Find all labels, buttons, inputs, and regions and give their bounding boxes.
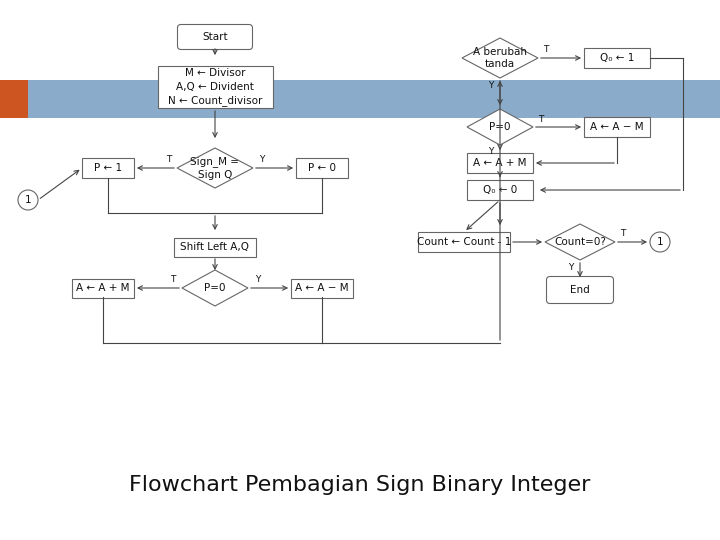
Text: P ← 1: P ← 1 <box>94 163 122 173</box>
FancyBboxPatch shape <box>584 48 650 68</box>
Text: Y: Y <box>488 147 494 157</box>
FancyBboxPatch shape <box>467 153 533 173</box>
Text: A ← A − M: A ← A − M <box>590 122 644 132</box>
Text: T: T <box>621 230 626 239</box>
Text: Y: Y <box>259 156 265 165</box>
Text: A ← A − M: A ← A − M <box>295 283 348 293</box>
FancyBboxPatch shape <box>178 24 253 50</box>
Text: Q₀ ← 1: Q₀ ← 1 <box>600 53 634 63</box>
Text: Count ← Count - 1: Count ← Count - 1 <box>417 237 511 247</box>
Text: 1: 1 <box>24 195 31 205</box>
FancyBboxPatch shape <box>0 80 28 118</box>
Text: A berubah
tanda: A berubah tanda <box>473 47 527 69</box>
FancyBboxPatch shape <box>72 279 134 298</box>
Text: Q₀ ← 0: Q₀ ← 0 <box>483 185 517 195</box>
Polygon shape <box>467 109 533 145</box>
Text: Start: Start <box>202 32 228 42</box>
FancyBboxPatch shape <box>82 158 134 178</box>
Text: A ← A + M: A ← A + M <box>473 158 527 168</box>
Polygon shape <box>462 38 538 78</box>
FancyBboxPatch shape <box>0 80 720 118</box>
FancyBboxPatch shape <box>584 117 650 137</box>
Text: End: End <box>570 285 590 295</box>
Text: Flowchart Pembagian Sign Binary Integer: Flowchart Pembagian Sign Binary Integer <box>130 475 590 495</box>
Text: T: T <box>171 275 176 285</box>
Polygon shape <box>545 224 615 260</box>
Text: Sign_M =
Sign Q: Sign_M = Sign Q <box>191 157 240 180</box>
Polygon shape <box>182 270 248 306</box>
Text: P=0: P=0 <box>204 283 226 293</box>
Text: Y: Y <box>568 264 574 273</box>
Circle shape <box>650 232 670 252</box>
Text: M ← Divisor
A,Q ← Divident
N ← Count_divisor: M ← Divisor A,Q ← Divident N ← Count_div… <box>168 69 262 106</box>
Text: Y: Y <box>256 275 261 285</box>
FancyBboxPatch shape <box>296 158 348 178</box>
Text: Y: Y <box>488 80 494 90</box>
Text: P ← 0: P ← 0 <box>308 163 336 173</box>
Text: Count=0?: Count=0? <box>554 237 606 247</box>
Text: A ← A + M: A ← A + M <box>76 283 130 293</box>
FancyBboxPatch shape <box>546 276 613 303</box>
Polygon shape <box>177 148 253 188</box>
FancyBboxPatch shape <box>467 180 533 200</box>
Text: 1: 1 <box>657 237 663 247</box>
Text: T: T <box>539 114 544 124</box>
Text: T: T <box>544 45 549 55</box>
Circle shape <box>18 190 38 210</box>
Text: P=0: P=0 <box>490 122 510 132</box>
FancyBboxPatch shape <box>291 279 353 298</box>
FancyBboxPatch shape <box>158 66 272 108</box>
Text: T: T <box>166 156 171 165</box>
FancyBboxPatch shape <box>174 238 256 256</box>
FancyBboxPatch shape <box>418 232 510 252</box>
Text: Shift Left A,Q: Shift Left A,Q <box>181 242 250 252</box>
